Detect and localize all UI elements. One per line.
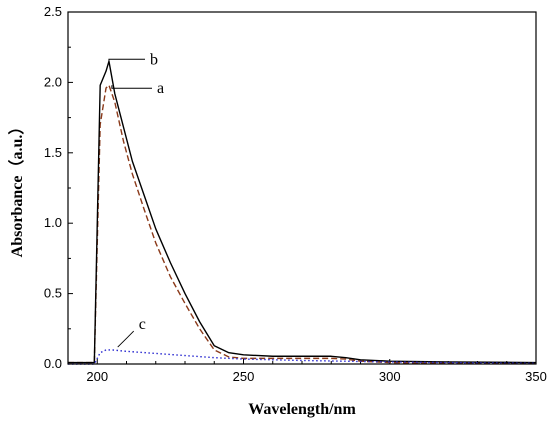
annotation-label-c: c xyxy=(139,316,146,333)
x-axis-title: Wavelength/nm xyxy=(248,401,356,418)
x-tick-label: 200 xyxy=(86,369,108,384)
y-axis-title: Absorbance（a.u.） xyxy=(8,119,26,258)
annotation-layer: ba c xyxy=(108,51,164,348)
y-tick-label: 1.0 xyxy=(44,215,62,230)
series-line-b xyxy=(68,60,537,364)
series-line-a xyxy=(68,84,536,364)
y-tick-label: 0.0 xyxy=(44,356,62,371)
annotation-leader xyxy=(117,330,135,348)
y-tick-label: 2.5 xyxy=(44,4,62,19)
y-tick-label: 0.5 xyxy=(44,286,62,301)
x-tick-label: 350 xyxy=(525,369,547,384)
tick-layer: 200 250 300 350 0.0 0.5 1.0 1.5 2.0 2.5 xyxy=(44,4,547,384)
annotation-label-a: a xyxy=(157,80,164,97)
y-tick-label: 1.5 xyxy=(44,145,62,160)
series-line-c xyxy=(68,349,537,365)
plot-frame xyxy=(67,11,537,365)
series-layer xyxy=(68,60,537,365)
annotation-leader xyxy=(108,58,145,62)
y-tick-label: 2.0 xyxy=(44,74,62,89)
x-tick-label: 250 xyxy=(233,369,255,384)
x-tick-label: 300 xyxy=(379,369,401,384)
annotation-label-b: b xyxy=(150,51,158,68)
annotation-leader xyxy=(111,85,152,89)
